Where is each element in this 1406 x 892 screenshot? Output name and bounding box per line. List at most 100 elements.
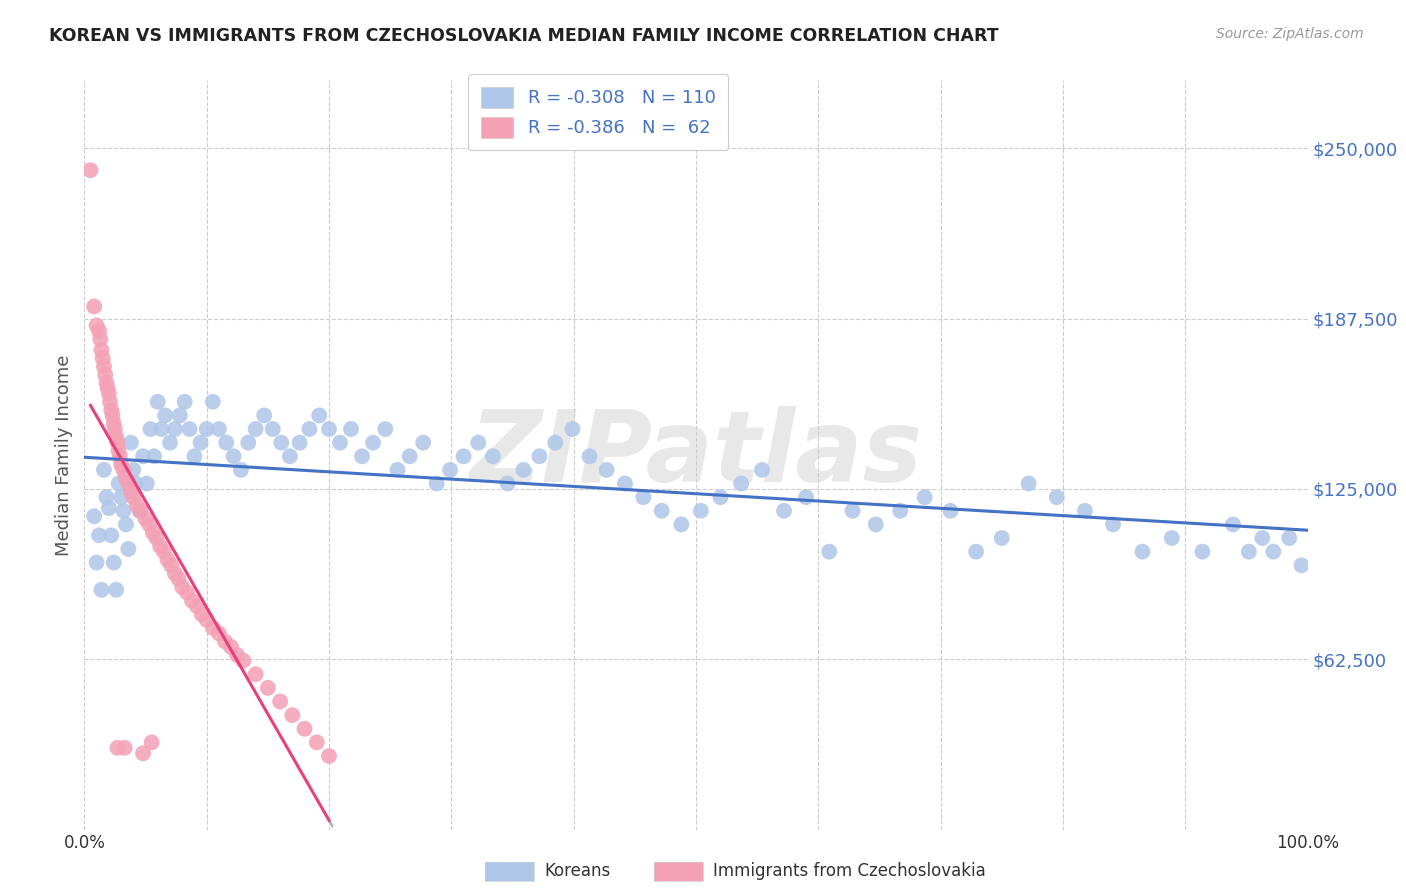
Point xyxy=(181,593,204,607)
Point xyxy=(709,490,731,504)
Point xyxy=(110,458,132,472)
Point xyxy=(689,504,711,518)
Point xyxy=(841,504,863,518)
Point xyxy=(91,351,114,366)
Point xyxy=(529,450,551,464)
Point xyxy=(103,556,125,570)
Point xyxy=(453,450,475,464)
Point xyxy=(79,163,101,178)
Point xyxy=(278,450,301,464)
Point xyxy=(219,640,242,654)
Point xyxy=(107,443,129,458)
Point xyxy=(83,300,105,314)
Point xyxy=(120,484,142,499)
Point xyxy=(96,490,118,504)
Point xyxy=(340,422,363,436)
Point xyxy=(105,430,128,444)
Point xyxy=(467,435,489,450)
Point xyxy=(226,648,249,663)
Point xyxy=(150,422,173,436)
Point xyxy=(115,471,138,485)
Point xyxy=(426,476,449,491)
Point xyxy=(176,585,198,599)
Point xyxy=(90,343,112,357)
Point xyxy=(90,582,112,597)
Point xyxy=(1074,504,1097,518)
Point xyxy=(1278,531,1301,545)
Point xyxy=(120,435,142,450)
Point xyxy=(132,450,155,464)
Point xyxy=(117,541,139,556)
Point xyxy=(83,509,105,524)
Point xyxy=(939,504,962,518)
Point xyxy=(439,463,461,477)
Point xyxy=(135,512,157,526)
Point xyxy=(865,517,887,532)
Point xyxy=(374,422,396,436)
Point xyxy=(186,599,208,614)
Point xyxy=(318,749,340,764)
Point xyxy=(614,476,637,491)
Point xyxy=(294,722,316,736)
Point xyxy=(107,476,129,491)
Point xyxy=(595,463,617,477)
Point xyxy=(112,463,135,477)
Point xyxy=(1222,517,1244,532)
Point xyxy=(115,517,138,532)
Point xyxy=(108,450,131,464)
Point xyxy=(387,463,409,477)
Point xyxy=(329,435,352,450)
Point xyxy=(651,504,673,518)
Point xyxy=(173,394,195,409)
Point xyxy=(914,490,936,504)
Point xyxy=(143,450,166,464)
Point xyxy=(172,580,194,594)
Point xyxy=(229,463,252,477)
Point xyxy=(122,490,145,504)
Point xyxy=(86,318,108,333)
Point xyxy=(159,435,181,450)
Point xyxy=(232,654,254,668)
Point xyxy=(482,450,505,464)
Point xyxy=(1160,531,1182,545)
Point xyxy=(201,621,224,635)
Point xyxy=(167,572,190,586)
Point xyxy=(139,422,162,436)
Point xyxy=(1046,490,1069,504)
Text: Source: ZipAtlas.com: Source: ZipAtlas.com xyxy=(1216,27,1364,41)
Point xyxy=(100,528,122,542)
Point xyxy=(169,409,191,423)
Text: KOREAN VS IMMIGRANTS FROM CZECHOSLOVAKIA MEDIAN FAMILY INCOME CORRELATION CHART: KOREAN VS IMMIGRANTS FROM CZECHOSLOVAKIA… xyxy=(49,27,998,45)
Legend: R = -0.308   N = 110, R = -0.386   N =  62: R = -0.308 N = 110, R = -0.386 N = 62 xyxy=(468,74,728,151)
Point xyxy=(496,476,519,491)
Point xyxy=(114,740,136,755)
Point xyxy=(412,435,434,450)
Point xyxy=(160,558,183,573)
Point xyxy=(544,435,567,450)
Point xyxy=(238,435,260,450)
Point xyxy=(305,735,328,749)
Point xyxy=(889,504,911,518)
Text: ZIPatlas: ZIPatlas xyxy=(470,407,922,503)
Point xyxy=(257,681,280,695)
Point xyxy=(561,422,583,436)
Point xyxy=(1237,544,1260,558)
Point xyxy=(195,422,218,436)
Y-axis label: Median Family Income: Median Family Income xyxy=(55,354,73,556)
Point xyxy=(87,528,110,542)
Point xyxy=(128,504,150,518)
Point xyxy=(262,422,284,436)
Point xyxy=(730,476,752,491)
Point xyxy=(87,324,110,338)
Point xyxy=(818,544,841,558)
Point xyxy=(1018,476,1040,491)
Point xyxy=(96,376,118,390)
Point xyxy=(208,626,231,640)
Point xyxy=(156,553,179,567)
Point xyxy=(93,463,115,477)
Point xyxy=(138,517,160,532)
Point xyxy=(195,613,218,627)
Point xyxy=(163,566,186,581)
Point xyxy=(117,476,139,491)
Point xyxy=(270,435,292,450)
